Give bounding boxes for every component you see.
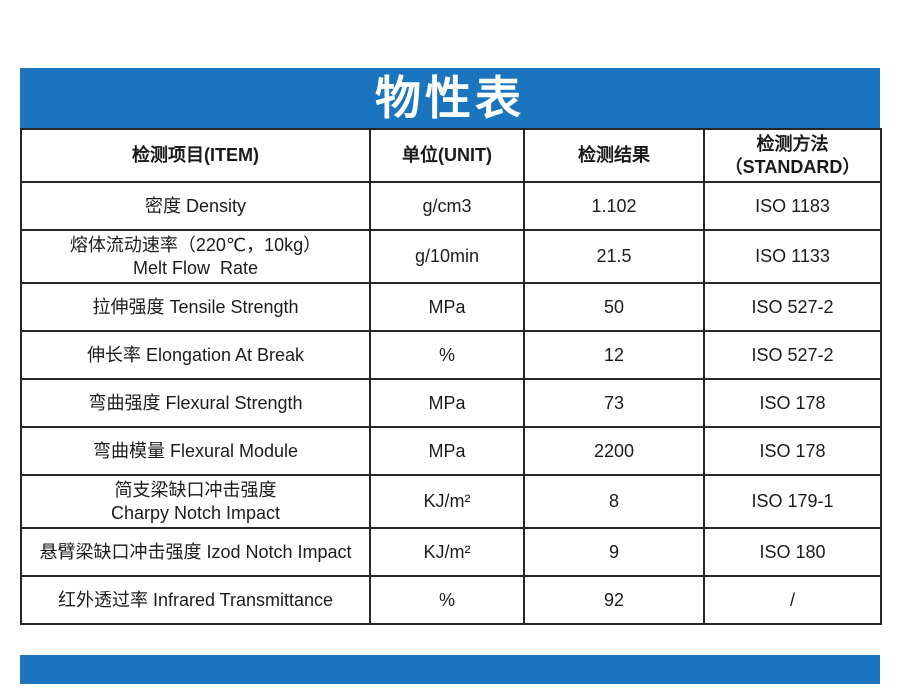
cell-item: 伸长率 Elongation At Break <box>20 330 371 380</box>
cell-item: 弯曲模量 Flexural Module <box>20 426 371 476</box>
cell-item: 简支梁缺口冲击强度 Charpy Notch Impact <box>20 474 371 529</box>
cell-unit: % <box>369 330 525 380</box>
page-title: 物性表 <box>375 72 525 124</box>
cell-item: 密度 Density <box>20 181 371 231</box>
cell-standard: ISO 178 <box>703 426 882 476</box>
table-row: 弯曲模量 Flexural Module MPa 2200 ISO 178 <box>20 426 882 476</box>
cell-result: 8 <box>523 474 705 529</box>
table-row: 红外透过率 Infrared Transmittance% 92/ <box>20 575 882 625</box>
cell-item: 悬臂梁缺口冲击强度 Izod Notch Impact <box>20 527 371 577</box>
cell-result: 92 <box>523 575 705 625</box>
cell-unit: KJ/m² <box>369 474 525 529</box>
cell-item: 熔体流动速率（220℃，10kg） Melt Flow Rate <box>20 229 371 284</box>
cell-standard: ISO 527-2 <box>703 330 882 380</box>
column-header-result: 检测结果 <box>523 128 705 183</box>
cell-standard: ISO 527-2 <box>703 282 882 332</box>
cell-result: 12 <box>523 330 705 380</box>
cell-item: 弯曲强度 Flexural Strength <box>20 378 371 428</box>
cell-item: 红外透过率 Infrared Transmittance <box>20 575 371 625</box>
table-row: 伸长率 Elongation At Break% 12 ISO 527-2 <box>20 330 882 380</box>
table-row: 悬臂梁缺口冲击强度 Izod Notch Impact KJ/m² 9 ISO 180 <box>20 527 882 577</box>
table-row: 拉伸强度 Tensile Strength MPa 50 ISO 527-2 <box>20 282 882 332</box>
column-header-item: 检测项目(ITEM) <box>20 128 371 183</box>
table-row: 密度 Density g/cm3 1.102 ISO 1183 <box>20 181 882 231</box>
cell-result: 2200 <box>523 426 705 476</box>
cell-standard: ISO 1183 <box>703 181 882 231</box>
table-body: 密度 Density g/cm3 1.102 ISO 1183 熔体流动速率（220℃，… <box>20 181 882 625</box>
cell-standard: / <box>703 575 882 625</box>
cell-result: 9 <box>523 527 705 577</box>
table-row: 简支梁缺口冲击强度 Charpy Notch Impact KJ/m² 8 ISO 1… <box>20 474 882 529</box>
title-banner: 物性表 <box>20 68 880 128</box>
cell-unit: KJ/m² <box>369 527 525 577</box>
cell-result: 73 <box>523 378 705 428</box>
table-header-row: 检测项目(ITEM) 单位(UNIT) 检测结果 检测方法 （STANDARD） <box>20 128 882 183</box>
table-row: 熔体流动速率（220℃，10kg） Melt Flow Rate g/10min 2… <box>20 229 882 284</box>
cell-unit: % <box>369 575 525 625</box>
cell-unit: MPa <box>369 282 525 332</box>
cell-standard: ISO 178 <box>703 378 882 428</box>
cell-standard: ISO 180 <box>703 527 882 577</box>
footer-bar <box>20 655 880 684</box>
properties-table: 检测项目(ITEM) 单位(UNIT) 检测结果 检测方法 （STANDARD）… <box>20 128 882 625</box>
cell-result: 50 <box>523 282 705 332</box>
cell-item: 拉伸强度 Tensile Strength <box>20 282 371 332</box>
cell-unit: MPa <box>369 426 525 476</box>
cell-unit: g/cm3 <box>369 181 525 231</box>
table-row: 弯曲强度 Flexural Strength MPa 73 ISO 178 <box>20 378 882 428</box>
table-row: 检测项目(ITEM) 单位(UNIT) 检测结果 检测方法 （STANDARD） <box>20 128 882 183</box>
cell-result: 21.5 <box>523 229 705 284</box>
cell-standard: ISO 1133 <box>703 229 882 284</box>
cell-standard: ISO 179-1 <box>703 474 882 529</box>
cell-result: 1.102 <box>523 181 705 231</box>
cell-unit: g/10min <box>369 229 525 284</box>
cell-unit: MPa <box>369 378 525 428</box>
column-header-unit: 单位(UNIT) <box>369 128 525 183</box>
column-header-standard: 检测方法 （STANDARD） <box>703 128 882 183</box>
